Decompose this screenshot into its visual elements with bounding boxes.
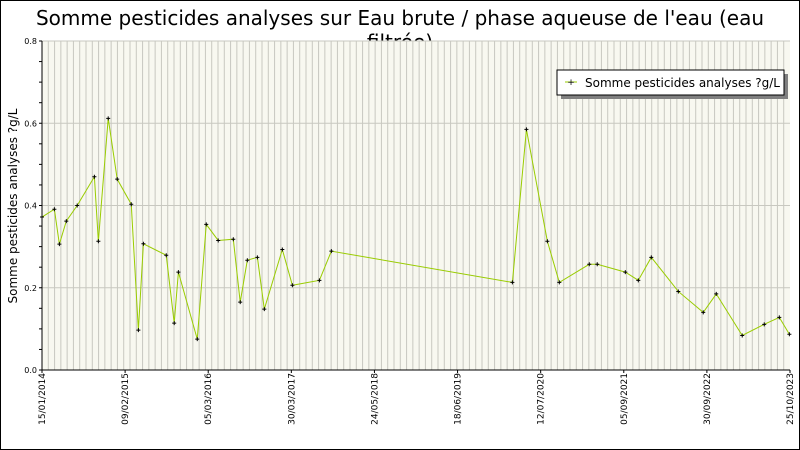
data-point bbox=[238, 300, 243, 305]
legend-box bbox=[556, 69, 785, 96]
y-tick-label: 0.2 bbox=[24, 284, 37, 293]
data-point bbox=[740, 333, 745, 338]
y-axis-label: Somme pesticides analyses ?g/L bbox=[6, 108, 20, 303]
data-point bbox=[777, 315, 782, 320]
x-tick-label: 15/01/2014 bbox=[38, 373, 48, 425]
data-point bbox=[245, 258, 250, 263]
data-point bbox=[141, 241, 146, 246]
data-point bbox=[262, 307, 267, 312]
data-point bbox=[510, 280, 515, 285]
data-point bbox=[787, 332, 792, 337]
data-point bbox=[231, 237, 236, 242]
legend-label: Somme pesticides analyses ?g/L bbox=[585, 76, 780, 90]
data-point bbox=[623, 270, 628, 275]
x-tick-label: 05/03/2016 bbox=[204, 373, 214, 425]
data-point bbox=[195, 337, 200, 342]
data-point bbox=[557, 280, 562, 285]
data-point bbox=[164, 253, 169, 258]
data-point bbox=[587, 262, 592, 267]
data-point bbox=[762, 322, 767, 327]
data-point bbox=[701, 310, 706, 315]
data-point bbox=[545, 239, 550, 244]
x-tick-label: 30/09/2022 bbox=[703, 373, 713, 425]
data-point bbox=[92, 174, 97, 179]
legend: + Somme pesticides analyses ?g/L bbox=[556, 69, 788, 99]
x-tick-label: 30/03/2017 bbox=[287, 373, 297, 425]
data-point bbox=[524, 127, 529, 132]
tick-labels: 0.0 0.2 0.4 0.6 0.8 15/01/2014 09/02/2015 05/03… bbox=[24, 37, 796, 425]
y-tick-label: 0.0 bbox=[24, 366, 37, 375]
data-point bbox=[216, 238, 221, 243]
x-tick-label: 05/09/2021 bbox=[620, 373, 630, 425]
y-tick-label: 0.6 bbox=[24, 119, 37, 128]
data-point bbox=[40, 215, 44, 220]
data-point bbox=[280, 247, 285, 252]
y-tick-label: 0.8 bbox=[24, 37, 37, 46]
data-point bbox=[115, 177, 120, 182]
data-point bbox=[329, 249, 334, 254]
data-point bbox=[129, 202, 134, 207]
data-point bbox=[176, 270, 181, 275]
data-point bbox=[595, 262, 600, 267]
data-point bbox=[52, 207, 57, 212]
data-point bbox=[714, 291, 719, 296]
data-point bbox=[96, 239, 101, 244]
axes bbox=[39, 40, 791, 373]
data-point bbox=[64, 219, 69, 224]
data-point bbox=[636, 278, 641, 283]
legend-marker-icon: + bbox=[567, 78, 575, 88]
x-tick-label: 09/02/2015 bbox=[121, 373, 131, 425]
data-point bbox=[676, 289, 681, 294]
x-tick-label: 24/05/2018 bbox=[370, 373, 380, 425]
x-tick-label: 25/10/2023 bbox=[786, 373, 796, 425]
x-tick-label: 12/07/2020 bbox=[537, 373, 547, 425]
data-point bbox=[57, 242, 62, 247]
y-tick-label: 0.4 bbox=[24, 202, 37, 211]
data-point bbox=[290, 283, 295, 288]
data-point bbox=[136, 328, 141, 333]
data-point bbox=[204, 222, 209, 227]
data-point bbox=[172, 321, 177, 326]
x-tick-label: 18/06/2019 bbox=[454, 373, 464, 425]
data-point bbox=[649, 255, 654, 260]
data-point bbox=[75, 203, 80, 208]
data-point bbox=[255, 255, 260, 260]
data-point bbox=[317, 278, 322, 283]
series bbox=[40, 116, 792, 342]
data-point bbox=[106, 116, 111, 121]
